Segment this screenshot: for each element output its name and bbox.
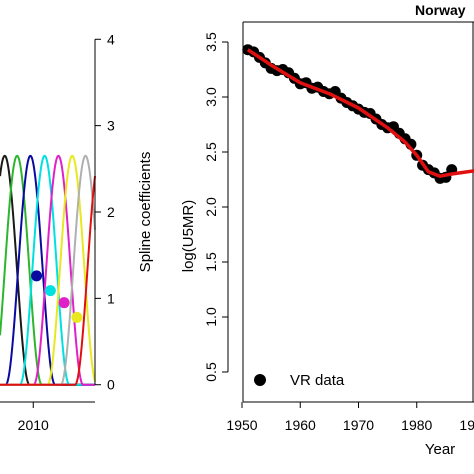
left-spline-panel: 0 1 2 3 4 2010 Spline coefficients (0, 31, 154, 433)
fit-curve (246, 48, 474, 178)
left-y-axis-title: Spline coefficients (137, 152, 154, 273)
right-y-tick-label: 2.0 (203, 197, 219, 217)
basis-curve-8 (0, 176, 96, 386)
left-y-tick-label: 4 (107, 31, 115, 47)
right-y-tick-label: 0.5 (203, 362, 219, 382)
coefficient-point-3 (58, 297, 70, 309)
right-y-tick-label: 3.0 (203, 87, 219, 107)
right-x-tick-label: 1950 (226, 417, 257, 433)
right-x-axis-title: Year (425, 441, 455, 458)
left-y-tick-label: 0 (107, 377, 115, 393)
legend-label: VR data (290, 372, 345, 389)
right-x-tick-label: 1980 (401, 417, 432, 433)
right-y-tick-label: 3.5 (203, 32, 219, 52)
right-y-tick-label: 1.5 (203, 252, 219, 272)
spline-coefficient-points (31, 270, 83, 323)
fit-line (246, 48, 474, 178)
right-y-axis-title: log(U5MR) (180, 200, 197, 273)
left-x-tick-label: 2010 (18, 417, 49, 433)
coefficient-point-4 (71, 311, 83, 323)
right-norway-panel: Norway 0.5 1.0 1.5 2.0 2.5 3.0 3.5 1950 1960 1970… (180, 2, 474, 458)
right-axes: 0.5 1.0 1.5 2.0 2.5 3.0 3.5 1950 1960 1970 1980 199… (203, 21, 474, 433)
spline-basis-curves (0, 154, 96, 386)
right-x-tick-label: 1990 (459, 417, 474, 433)
left-axes: 0 1 2 3 4 2010 (0, 31, 115, 433)
left-y-tick-label: 2 (107, 204, 115, 220)
legend: VR data (254, 372, 345, 389)
right-y-tick-label: 2.5 (203, 142, 219, 162)
legend-marker (254, 374, 266, 386)
right-y-tick-label: 1.0 (203, 307, 219, 327)
right-x-tick-label: 1960 (285, 417, 316, 433)
right-x-tick-label: 1970 (343, 417, 374, 433)
left-y-tick-label: 1 (107, 290, 115, 306)
coefficient-point-1 (31, 270, 43, 282)
coefficient-point-2 (44, 285, 56, 297)
chart-title: Norway (415, 2, 466, 18)
left-y-tick-label: 3 (107, 118, 115, 134)
